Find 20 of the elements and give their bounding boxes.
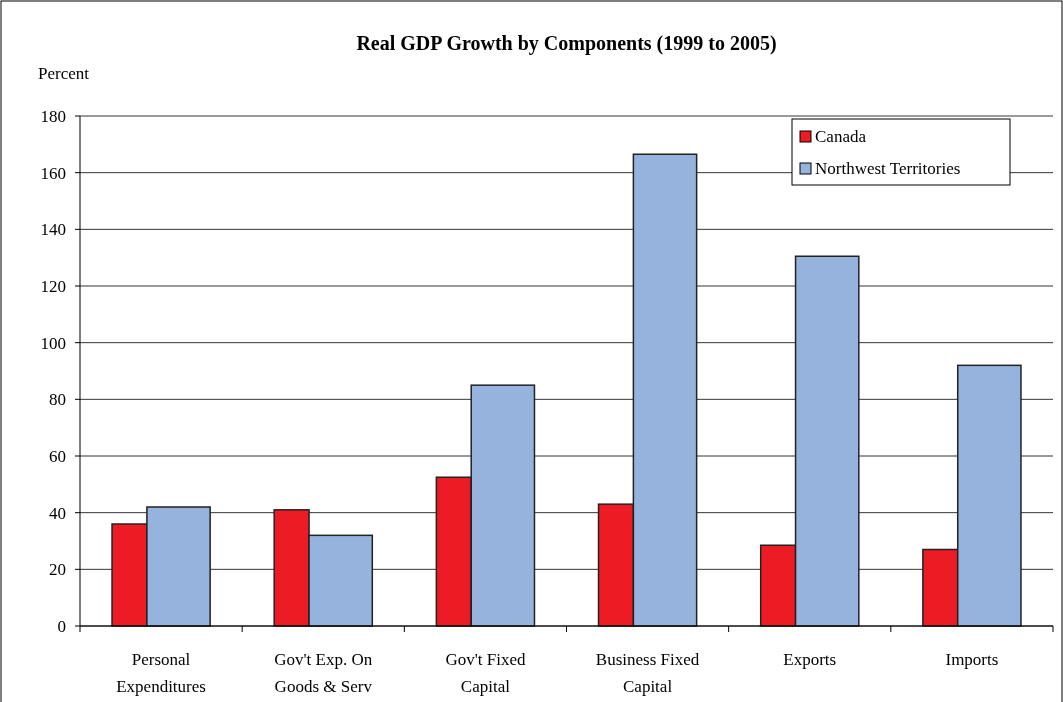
x-tick-label: Imports — [945, 650, 999, 669]
legend-label: Canada — [815, 127, 867, 146]
legend-label: Northwest Territories — [815, 159, 961, 178]
y-axis-title: Percent — [38, 64, 90, 83]
y-tick-label: 100 — [40, 333, 66, 353]
x-tick-label: Gov't Fixed Capital — [445, 650, 526, 696]
y-tick-label: 80 — [49, 390, 66, 410]
x-tick-label: Business Fixed Capital — [595, 650, 700, 696]
y-tick-label: 120 — [40, 277, 66, 296]
y-tick-label: 60 — [49, 447, 66, 466]
chart-title: Real GDP Growth by Components (1999 to 2005) — [356, 32, 777, 55]
y-tick-label: 20 — [49, 560, 66, 580]
x-tick-label: Personal Expenditures — [116, 650, 206, 696]
y-tick-label: 0 — [57, 617, 66, 636]
y-tick-label: 180 — [40, 107, 66, 126]
y-tick-label: 40 — [49, 503, 66, 523]
x-tick-label: Gov't Exp. On Goods & Serv — [274, 650, 373, 696]
x-tick-label: Exports — [783, 650, 837, 669]
y-tick-label: 160 — [40, 163, 66, 183]
y-tick-label: 140 — [40, 220, 66, 240]
